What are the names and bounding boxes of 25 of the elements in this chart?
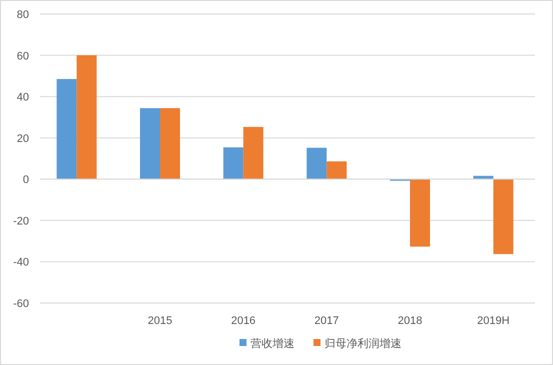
- bar: [410, 179, 430, 247]
- bar: [306, 148, 327, 180]
- bar: [326, 161, 347, 180]
- y-tick-label: 80: [16, 9, 29, 21]
- bar: [140, 108, 160, 180]
- y-tick-label: 40: [16, 92, 29, 104]
- x-tick-label: 2019H: [477, 315, 510, 327]
- bar: [160, 108, 180, 180]
- bar: [76, 55, 97, 180]
- bar: [56, 79, 77, 180]
- y-tick-label: 0: [22, 174, 29, 186]
- legend-label: 营收增速: [250, 337, 294, 350]
- x-tick-label: 2017: [314, 315, 339, 327]
- x-tick-label: 2016: [231, 315, 256, 327]
- x-tick-label: 2015: [148, 315, 172, 327]
- y-tick-label: -40: [13, 256, 29, 269]
- y-tick-label: 20: [16, 132, 29, 145]
- bar: [243, 126, 264, 180]
- bar: [493, 179, 514, 254]
- x-tick-label: 2018: [398, 315, 422, 327]
- legend-label: 归母净利润增速: [324, 337, 402, 350]
- y-tick-label: 60: [16, 50, 29, 62]
- y-tick-label: -60: [13, 298, 29, 310]
- bar: [223, 147, 244, 180]
- y-tick-label: -20: [13, 215, 29, 228]
